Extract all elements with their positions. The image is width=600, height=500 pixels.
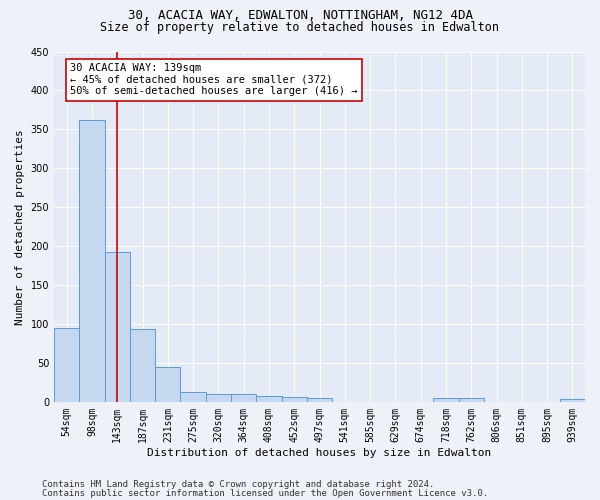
Bar (206, 394, 231, 402)
Bar (79, 120, 104, 402)
Text: Contains HM Land Registry data © Crown copyright and database right 2024.: Contains HM Land Registry data © Crown c… (42, 480, 434, 489)
X-axis label: Distribution of detached houses by size in Edwalton: Distribution of detached houses by size … (148, 448, 491, 458)
Text: 30, ACACIA WAY, EDWALTON, NOTTINGHAM, NG12 4DA: 30, ACACIA WAY, EDWALTON, NOTTINGHAM, NG… (128, 9, 473, 22)
Bar (307, 398, 332, 402)
Text: Contains public sector information licensed under the Open Government Licence v3: Contains public sector information licen… (42, 488, 488, 498)
Bar (560, 400, 585, 402)
Bar (281, 397, 307, 402)
Text: Size of property relative to detached houses in Edwalton: Size of property relative to detached ho… (101, 21, 499, 34)
Bar (433, 398, 458, 402)
Bar (130, 330, 155, 402)
Text: 30 ACACIA WAY: 139sqm
← 45% of detached houses are smaller (372)
50% of semi-det: 30 ACACIA WAY: 139sqm ← 45% of detached … (70, 63, 358, 96)
Y-axis label: Number of detached properties: Number of detached properties (15, 129, 25, 324)
Bar (256, 396, 281, 402)
Bar (458, 398, 484, 402)
Bar (181, 392, 206, 402)
Bar (155, 367, 181, 402)
Bar (104, 252, 130, 402)
Bar (231, 394, 256, 402)
Bar (54, 328, 79, 402)
